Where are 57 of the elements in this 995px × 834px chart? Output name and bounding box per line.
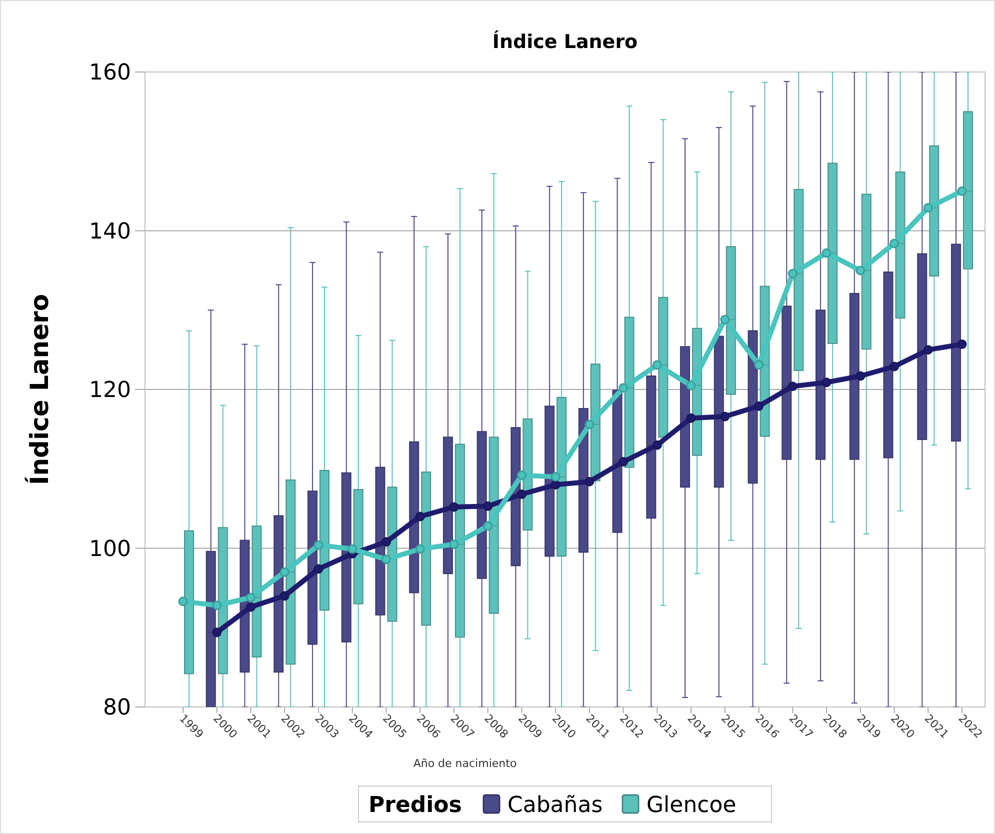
- point: [822, 378, 832, 388]
- point: [890, 238, 900, 248]
- point: [516, 490, 526, 500]
- point: [686, 380, 696, 390]
- point: [788, 268, 798, 278]
- point: [652, 440, 662, 450]
- point: [923, 345, 933, 355]
- point: [923, 202, 933, 212]
- point: [720, 412, 730, 422]
- point: [449, 540, 459, 550]
- point: [178, 596, 188, 606]
- point: [415, 544, 425, 554]
- point: [348, 544, 358, 554]
- point: [788, 382, 798, 392]
- y-axis-title: Índice Lanero: [24, 294, 54, 486]
- point: [314, 564, 324, 574]
- y-tick-label: 80: [103, 696, 131, 721]
- point: [516, 470, 526, 480]
- point: [652, 360, 662, 370]
- point: [483, 521, 493, 531]
- point: [686, 413, 696, 423]
- point: [856, 371, 866, 381]
- y-tick-label: 160: [89, 60, 131, 86]
- point: [381, 537, 391, 547]
- point: [246, 592, 256, 602]
- y-tick-label: 120: [89, 378, 131, 404]
- legend-title: Predios: [368, 793, 462, 818]
- point: [280, 567, 290, 577]
- point: [381, 554, 391, 564]
- point: [212, 628, 222, 638]
- point: [584, 476, 594, 486]
- point: [550, 472, 560, 482]
- y-tick-label: 140: [89, 219, 131, 244]
- chart-title: Índice Lanero: [492, 30, 638, 53]
- point: [957, 186, 967, 196]
- point: [618, 456, 628, 466]
- point: [449, 502, 459, 512]
- point: [720, 314, 730, 324]
- point: [483, 501, 493, 511]
- legend-label: Glencoe: [646, 793, 736, 818]
- point: [856, 266, 866, 276]
- point: [212, 600, 222, 610]
- point: [415, 512, 425, 522]
- x-axis-title: Año de nacimiento: [413, 757, 517, 770]
- point: [754, 360, 764, 370]
- point: [618, 383, 628, 393]
- point: [890, 362, 900, 372]
- y-tick-label: 100: [89, 536, 131, 562]
- point: [280, 591, 290, 601]
- point: [550, 480, 560, 490]
- point: [584, 420, 594, 430]
- point: [957, 340, 967, 350]
- point: [246, 602, 256, 612]
- point: [822, 248, 832, 258]
- point: [754, 401, 764, 411]
- legend-label: Cabañas: [508, 793, 603, 818]
- point: [314, 540, 324, 550]
